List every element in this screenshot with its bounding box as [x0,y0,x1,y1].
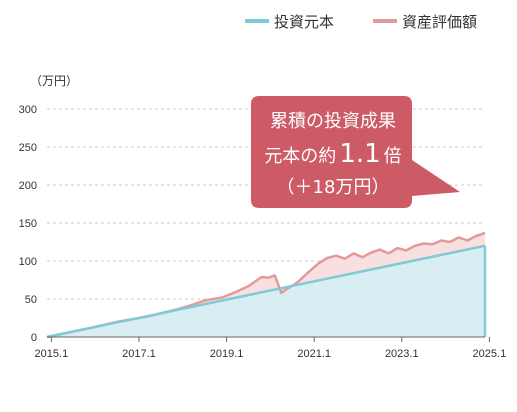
legend: 投資元本 資産評価額 [245,13,477,31]
callout: 累積の投資成果 元本の約 1.1 倍 （＋18万円） [251,96,460,208]
y-axis-unit: （万円） [30,74,78,88]
callout-line2-prefix: 元本の約 [264,146,336,167]
x-tick-label: 2015.1 [35,348,69,360]
callout-line2: 元本の約 1.1 倍 [264,139,401,169]
callout-bubble [251,96,460,208]
callout-line1: 累積の投資成果 [270,111,396,132]
x-tick-label: 2025.1 [473,348,507,360]
y-tick-label: 50 [25,294,37,306]
x-tick-label: 2021.1 [297,348,331,360]
x-tick-label: 2017.1 [122,348,156,360]
y-axis: 0 50 100 150 200 250 300 [19,104,37,344]
x-tick-label: 2023.1 [385,348,419,360]
x-axis: 2015.1 2017.1 2019.1 2021.1 2023.1 2025.1 [35,337,507,360]
y-tick-label: 100 [19,256,37,268]
y-tick-label: 250 [19,142,37,154]
x-tick-label: 2019.1 [210,348,244,360]
callout-line2-suffix: 倍 [384,146,402,167]
y-tick-label: 0 [31,332,37,344]
legend-principal-label: 投資元本 [274,13,334,31]
y-tick-label: 150 [19,218,37,230]
y-tick-label: 200 [19,180,37,192]
principal-line [46,244,486,339]
callout-multiple-value: 1.1 [339,139,380,169]
y-tick-label: 300 [19,104,37,116]
callout-line3: （＋18万円） [277,177,390,198]
legend-valuation-label: 資産評価額 [402,13,477,31]
